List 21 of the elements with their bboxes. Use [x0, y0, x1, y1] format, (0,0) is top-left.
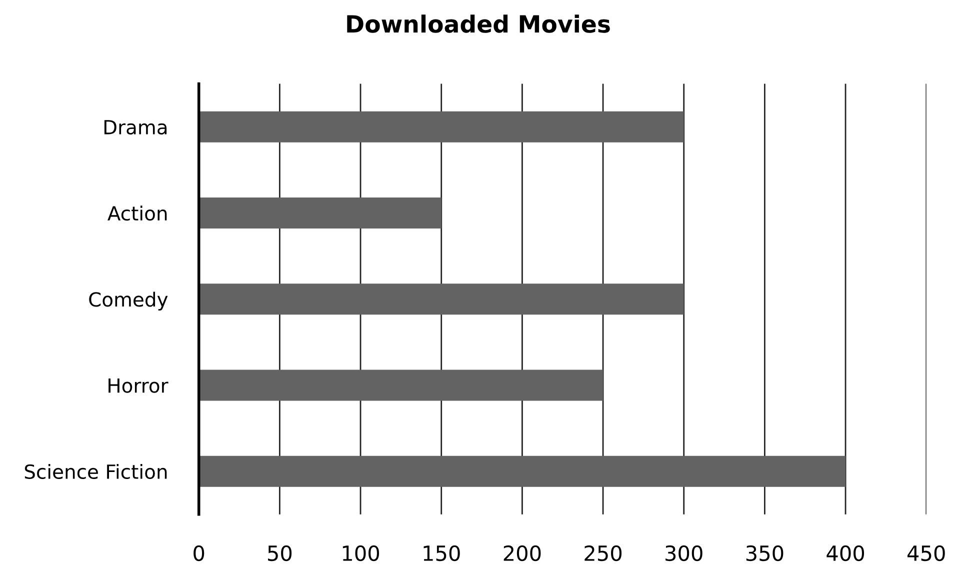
y-tick-label: Drama [104, 120, 167, 135]
y-tick-label: Horror [108, 378, 168, 393]
chart-title: Downloaded Movies [347, 14, 610, 33]
x-tick-label: 100 [342, 545, 380, 562]
x-tick-label: 400 [826, 545, 864, 562]
bar [198, 111, 684, 142]
bar [198, 370, 604, 401]
x-tick-label: 50 [268, 545, 292, 562]
x-tick-label: 450 [908, 545, 945, 562]
x-tick-label: 250 [584, 545, 622, 562]
bar [198, 197, 442, 228]
x-tick-label: 200 [504, 545, 541, 562]
y-tick-label: Science Fiction [24, 464, 167, 480]
y-tick-label: Action [108, 206, 167, 221]
bar [198, 456, 846, 487]
x-tick-label: 300 [666, 545, 702, 562]
y-tick-label: Comedy [89, 292, 168, 311]
x-tick-label: 150 [424, 545, 460, 562]
bar [198, 284, 684, 315]
x-tick-label: 350 [746, 545, 784, 562]
x-tick-label: 0 [194, 545, 204, 562]
